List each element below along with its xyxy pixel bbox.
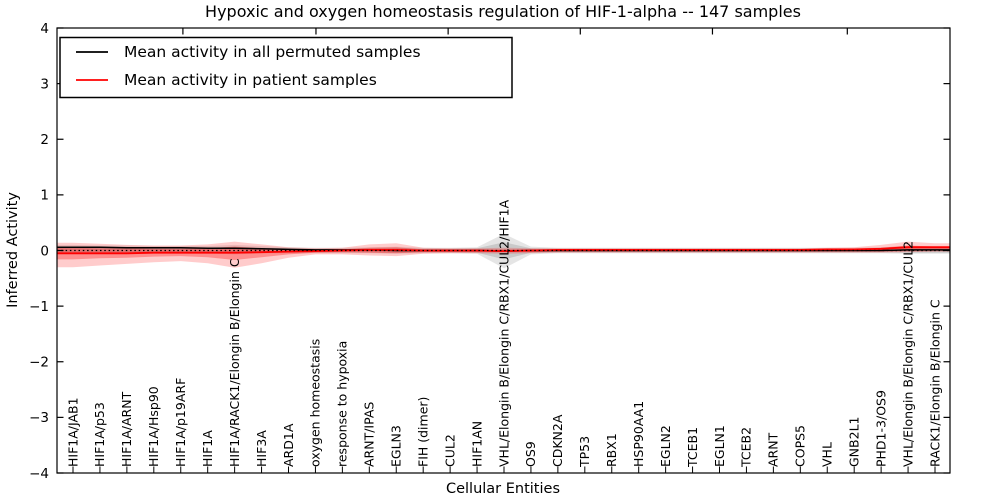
y-tick-label: 0: [40, 243, 49, 259]
x-tick-label: HIF1A/RACK1/Elongin B/Elongin C: [227, 258, 242, 467]
x-tick-label: TP53: [577, 436, 592, 468]
x-tick-label: CDKN2A: [550, 414, 565, 467]
y-tick-label: 4: [40, 21, 49, 37]
y-tick-label: 3: [40, 76, 49, 92]
x-tick-label: OS9: [523, 441, 538, 467]
x-tick-label: VHL/Elongin B/Elongin C/RBX1/CUL2/HIF1A: [496, 199, 511, 467]
band-patient-std-outer: [57, 241, 950, 268]
x-tick-label: ARNT: [766, 432, 781, 467]
x-axis-label: Cellular Entities: [446, 481, 560, 497]
x-tick-label: HIF1A/p19ARF: [173, 378, 188, 467]
x-tick-label: EGLN2: [658, 425, 673, 467]
x-tick-label: HIF1A/Hsp90: [146, 386, 161, 467]
x-tick-label: EGLN3: [389, 425, 404, 467]
x-tick-label: HIF1A/ARNT: [119, 391, 134, 467]
legend-label-patient: Mean activity in patient samples: [124, 71, 377, 89]
x-tick-label: HSP90AA1: [631, 401, 646, 467]
x-tick-label: CUL2: [442, 434, 457, 467]
x-tick-label: HIF1A/JAB1: [65, 397, 80, 467]
y-tick-label: −3: [29, 410, 49, 426]
x-tick-label: FIH (dimer): [416, 397, 431, 467]
plot-area: 4 3 2 1 0 −1 −2 −3 −4 HIF1A/JAB1 HIF1A/p53 HIF1A/AR…: [29, 21, 951, 482]
series-line-1: [57, 246, 950, 255]
x-tick-label: EGLN1: [712, 425, 727, 467]
x-tick-label: ARNT/IPAS: [362, 402, 377, 467]
x-tick-label: VHL: [820, 442, 835, 467]
x-tick-label: COPS5: [793, 425, 808, 467]
x-tick-label: GNB2L1: [847, 417, 862, 467]
y-axis-label: Inferred Activity: [5, 192, 21, 308]
x-tick-label: RACK1/Elongin B/Elongin C: [927, 299, 942, 467]
x-tick-label: HIF1A: [200, 430, 215, 467]
x-tick-label: response to hypoxia: [335, 341, 350, 467]
y-tick-label: 2: [40, 132, 49, 148]
chart-title: Hypoxic and oxygen homeostasis regulatio…: [205, 2, 801, 21]
x-tick-label: HIF3A: [254, 430, 269, 467]
x-tick-label: RBX1: [604, 433, 619, 467]
x-tick-label: TCEB2: [739, 427, 754, 468]
x-tick-label: oxygen homeostasis: [308, 339, 323, 467]
legend-box: [59, 36, 513, 99]
x-tick-label: TCEB1: [685, 427, 700, 468]
x-tick-label: PHD1-3/OS9: [873, 390, 888, 467]
y-tick-label: −4: [29, 466, 49, 482]
x-tick-label: HIF1AN: [469, 421, 484, 467]
x-tick-label: ARD1A: [281, 423, 296, 467]
legend: Mean activity in all permuted samples Me…: [59, 36, 513, 99]
y-tick-label: −1: [29, 299, 49, 315]
x-tick-label: HIF1A/p53: [92, 402, 107, 467]
y-tick-label: 1: [40, 188, 49, 204]
y-tick-label: −2: [29, 355, 49, 371]
x-tick-label: VHL/Elongin B/Elongin C/RBX1/CUL2: [900, 241, 915, 467]
legend-label-permuted: Mean activity in all permuted samples: [124, 43, 421, 61]
